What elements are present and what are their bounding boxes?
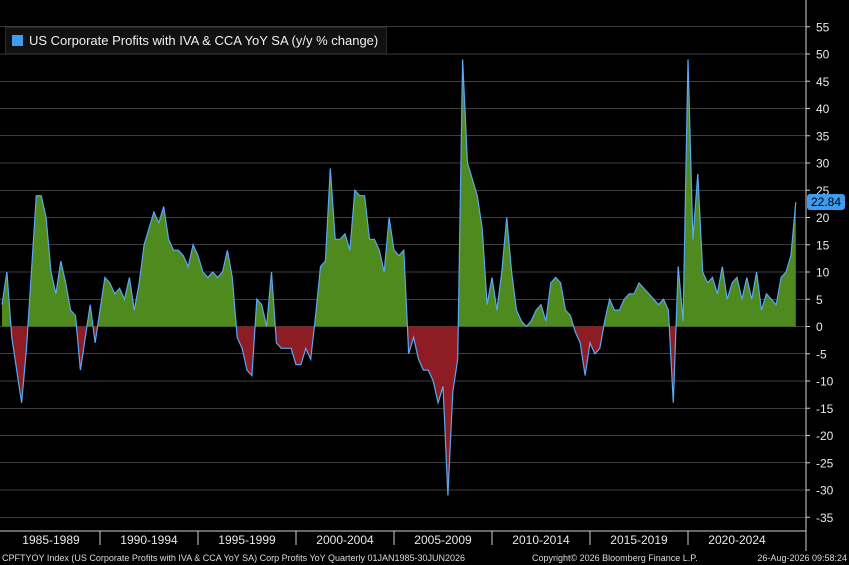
y-tick-label: 15 <box>816 238 830 252</box>
legend-swatch <box>12 35 23 46</box>
y-tick-label: 30 <box>816 157 830 171</box>
area-positive <box>676 59 796 327</box>
footer-copyright: Copyright© 2026 Bloomberg Finance L.P. <box>532 553 698 563</box>
y-tick-label: 55 <box>816 20 830 34</box>
last-value-label: 22.84 <box>807 194 846 210</box>
area-positive <box>27 195 77 327</box>
area-negative <box>669 326 677 403</box>
y-tick-label: 45 <box>816 75 830 89</box>
axes: 5550454035302520151050-5-10-15-20-25-30-… <box>0 0 834 551</box>
x-tick-label: 1990-1994 <box>120 533 178 547</box>
area-positive <box>86 304 93 327</box>
x-tick-label: 1985-1989 <box>22 533 80 547</box>
area-fills <box>2 59 796 496</box>
y-tick-label: -5 <box>816 347 827 361</box>
y-tick-label: 20 <box>816 211 830 225</box>
y-tick-label: -20 <box>816 429 834 443</box>
x-tick-label: 2005-2009 <box>414 533 472 547</box>
y-tick-label: 0 <box>816 320 823 334</box>
area-negative <box>76 326 87 371</box>
area-negative <box>275 326 315 365</box>
x-tick-label: 2020-2024 <box>708 533 766 547</box>
area-positive <box>2 272 11 327</box>
y-tick-label: -35 <box>816 511 834 525</box>
footer: CPFTYOY Index (US Corporate Profits with… <box>0 551 849 565</box>
area-positive <box>314 168 408 327</box>
y-tick-label: 10 <box>816 266 830 280</box>
y-tick-label: -10 <box>816 375 834 389</box>
area-positive <box>458 59 574 327</box>
area-negative <box>407 326 459 496</box>
y-tick-label: 35 <box>816 129 830 143</box>
x-tick-label: 2000-2004 <box>316 533 374 547</box>
footer-timestamp: 26-Aug-2026 09:58:24 <box>757 553 847 563</box>
y-tick-label: 5 <box>816 293 823 307</box>
legend: US Corporate Profits with IVA & CCA YoY … <box>5 27 388 54</box>
area-positive <box>603 282 670 327</box>
series-line <box>1 59 797 496</box>
legend-label: US Corporate Profits with IVA & CCA YoY … <box>29 33 379 48</box>
y-tick-label: -30 <box>816 484 834 498</box>
y-tick-label: 40 <box>816 102 830 116</box>
series-line-path <box>1 59 797 496</box>
y-tick-label: -25 <box>816 456 834 470</box>
x-tick-label: 2015-2019 <box>610 533 668 547</box>
y-tick-label: 50 <box>816 48 830 62</box>
y-tick-label: -15 <box>816 402 834 416</box>
x-tick-label: 2010-2014 <box>512 533 570 547</box>
footer-source: CPFTYOY Index (US Corporate Profits with… <box>2 553 466 563</box>
area-negative <box>236 326 256 376</box>
x-tick-label: 1995-1999 <box>218 533 276 547</box>
chart-svg: 5550454035302520151050-5-10-15-20-25-30-… <box>0 0 834 551</box>
area-positive <box>255 272 276 327</box>
area-negative <box>10 326 28 403</box>
